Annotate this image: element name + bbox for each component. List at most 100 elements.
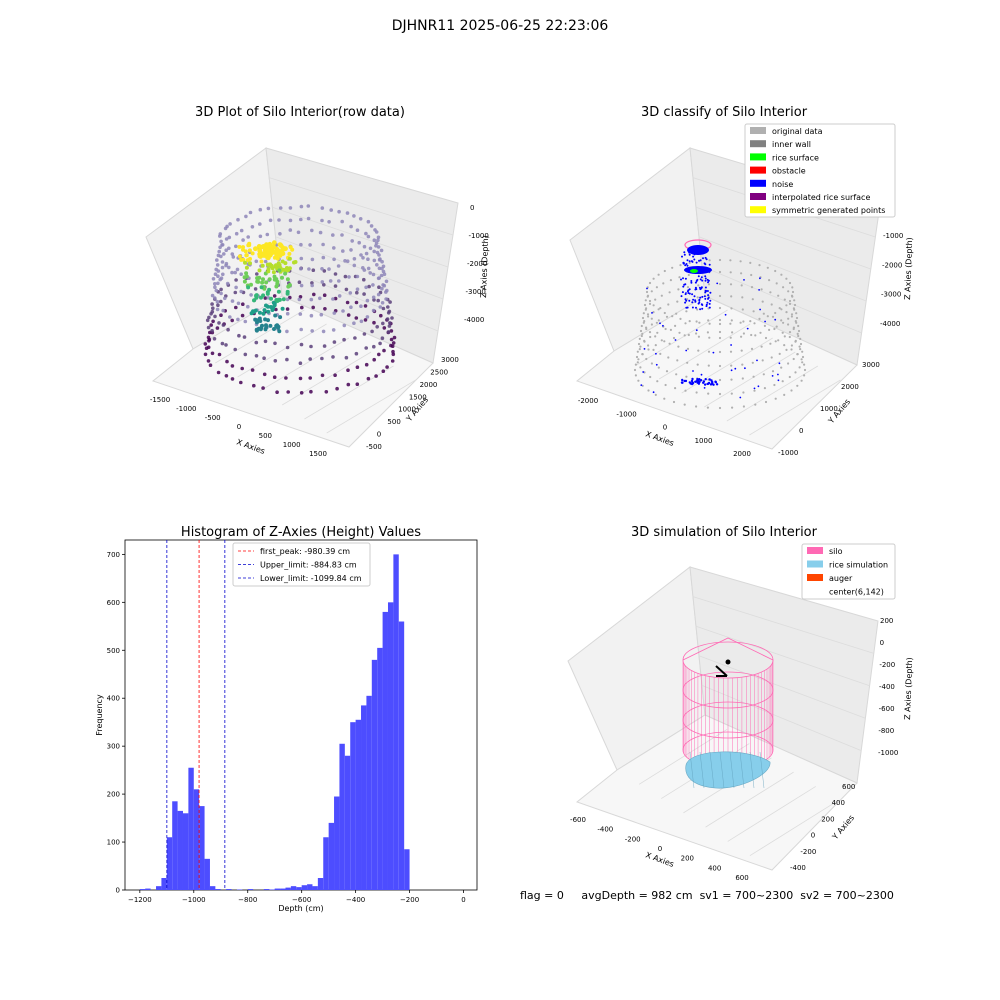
classified-point [677,345,680,348]
hist-x-label: Depth (cm) [278,904,323,913]
raw-point [217,249,221,254]
raw-point [275,279,280,284]
classified-point [695,391,698,394]
raw-point [235,267,240,272]
x-tick-label: 2000 [733,450,751,458]
classified-point [709,299,712,302]
raw-point [366,257,370,262]
raw-point [248,261,252,266]
classified-point [754,403,757,406]
classified-point [785,311,788,314]
classified-point [659,352,662,355]
raw-point [354,316,359,320]
raw-point [239,272,243,277]
raw-point [342,337,346,342]
raw-point [377,253,381,257]
raw-point [310,329,315,333]
classified-point [635,355,639,359]
hist-bar [296,887,302,890]
raw-point [384,297,388,301]
x-tick-label: 1000 [283,441,301,449]
classified-point [694,299,697,302]
classified-point [640,384,643,386]
raw-point [252,298,256,303]
classified-point [692,255,695,258]
x-tick-label: −1000 [182,896,206,904]
raw-point [253,246,258,252]
raw-point [220,265,225,270]
raw-point [377,285,381,290]
classified-point [704,297,707,300]
raw-point [244,214,248,219]
raw-point [368,271,373,275]
raw-point [214,267,218,272]
classified-point [652,348,655,351]
classified-point [694,281,697,284]
raw-point [210,302,214,306]
classified-point [702,381,705,384]
classified-point [718,336,722,340]
z-tick-label: -400 [879,683,895,691]
classified-point [730,319,733,322]
classified-point [663,340,666,343]
raw-point [376,238,380,242]
classified-point [656,331,659,334]
classified-point [656,380,659,383]
classified-point [657,366,660,369]
classified-point [693,295,696,298]
raw-point [277,329,282,334]
classified-point [657,308,660,311]
hist-vlines [166,540,226,890]
classified-point [685,292,687,294]
classified-point [688,253,691,256]
classified-point [706,331,710,334]
panel-classify-title: 3D classify of Silo Interior [641,105,808,120]
classified-point [795,321,798,324]
raw-point [253,317,258,322]
classified-point [654,335,657,338]
raw-point [327,220,331,224]
classified-point [788,375,791,379]
raw-point [224,248,228,252]
hist-bar [371,659,378,890]
raw-point [344,287,349,292]
classified-point [783,393,786,396]
classified-point [741,308,744,311]
raw-point [250,225,255,229]
classified-point [649,375,652,379]
raw-point [287,266,292,271]
raw-point [372,344,376,349]
raw-point [355,228,360,232]
raw-point [206,345,211,350]
raw-point [263,259,268,264]
classified-point [744,367,746,370]
rice-mesh-line [719,751,725,789]
raw-point [367,284,371,289]
raw-point [288,228,293,232]
legend-label: interpolated rice surface [772,193,870,202]
classified-point [704,378,707,381]
raw-point [319,312,324,317]
legend-swatch [750,166,766,174]
classified-point [687,292,690,294]
classified-point [780,319,783,322]
classified-point [652,277,655,280]
raw-point-cloud [203,204,397,395]
raw-point [370,329,374,334]
z-tick-label: -600 [879,705,895,713]
raw-point [237,254,242,259]
classified-point [752,375,755,378]
classified-point [697,284,700,287]
legend-swatch [750,193,766,200]
classified-point [730,307,733,310]
raw-point [254,259,259,264]
classified-point [644,308,647,311]
raw-point [388,300,392,304]
y-tick-label: 0 [799,427,803,435]
raw-point [233,290,238,295]
classified-point [686,306,689,309]
raw-point [391,349,395,354]
raw-point [340,219,345,224]
raw-point [337,279,341,283]
gridline [275,236,444,300]
